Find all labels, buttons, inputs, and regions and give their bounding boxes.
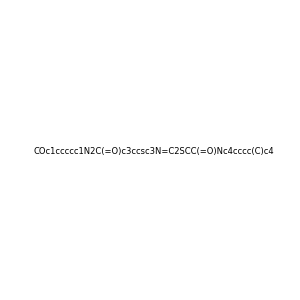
Text: COc1ccccc1N2C(=O)c3ccsc3N=C2SCC(=O)Nc4cccc(C)c4: COc1ccccc1N2C(=O)c3ccsc3N=C2SCC(=O)Nc4cc… (33, 147, 274, 156)
